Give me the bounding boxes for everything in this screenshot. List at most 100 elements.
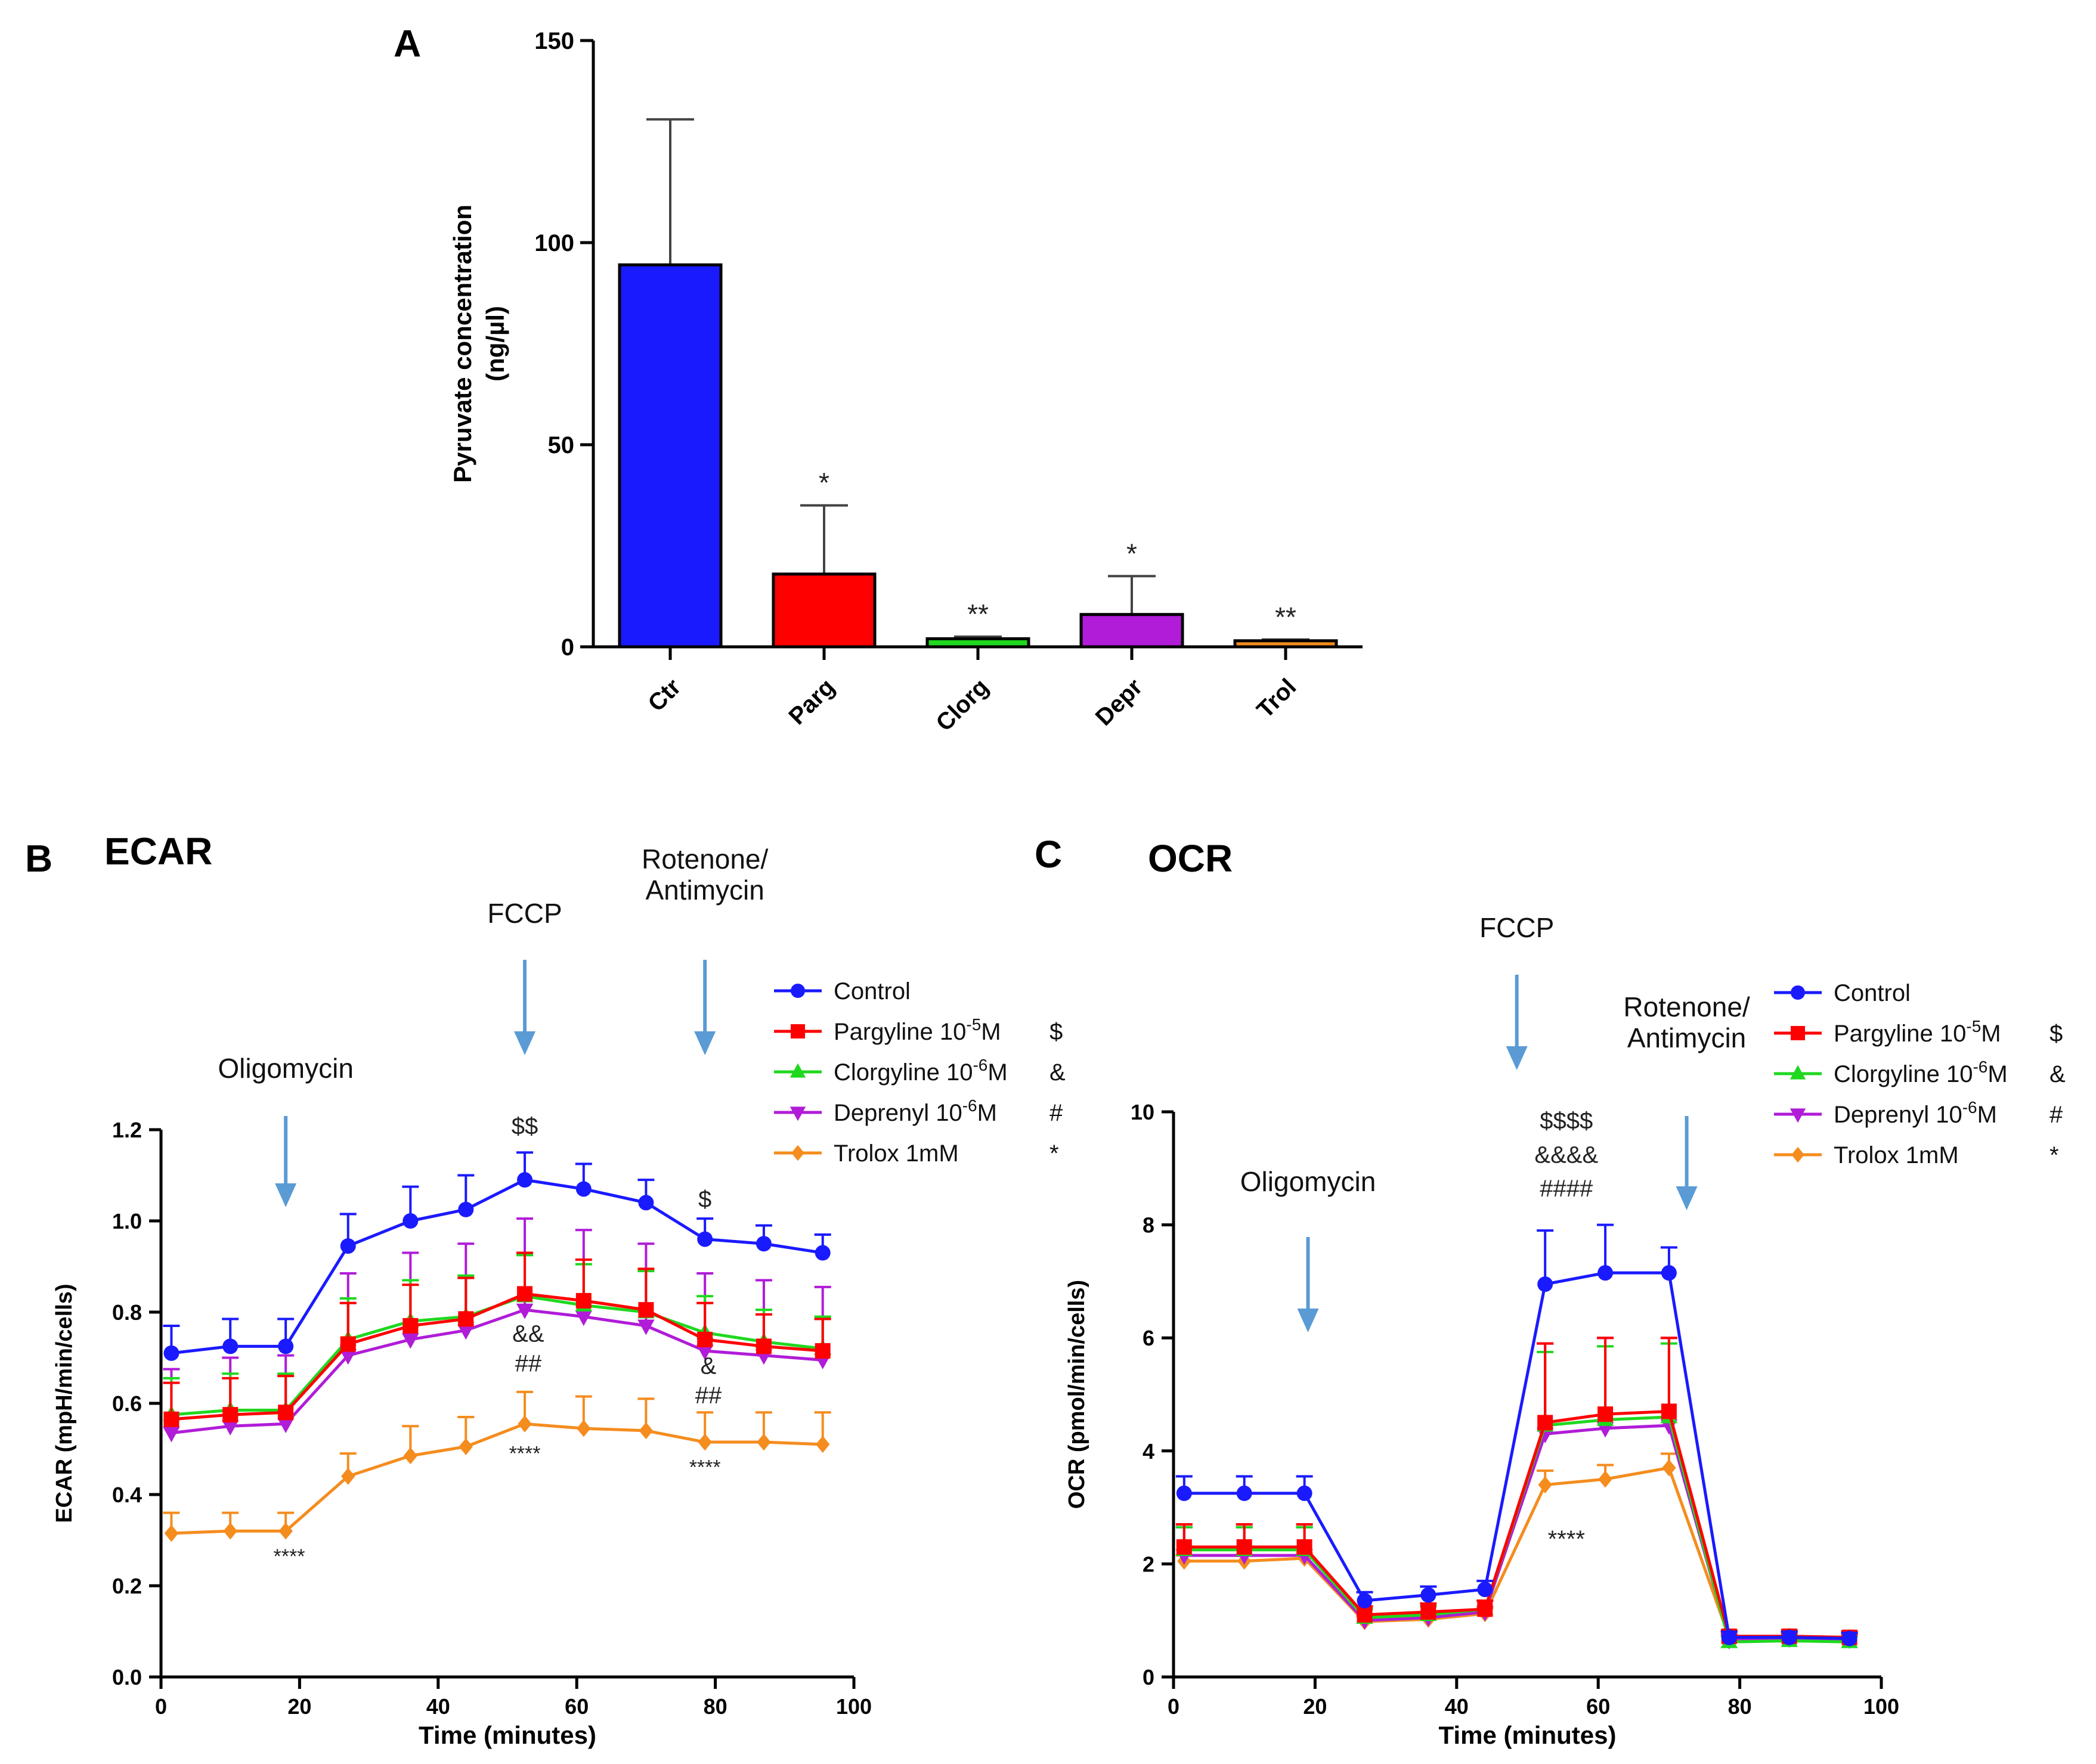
data-point <box>163 1427 180 1443</box>
y-tick-label: 0.6 <box>112 1391 142 1416</box>
bar-depr <box>1079 613 1184 649</box>
data-point <box>1791 985 1805 1000</box>
data-point <box>790 1063 806 1078</box>
x-tick-label: 80 <box>704 1694 727 1719</box>
legend-entry-deprenyl: Deprenyl 10-6M <box>1834 1098 1997 1128</box>
x-tick-label: Parg <box>784 674 840 730</box>
data-point <box>697 1331 713 1347</box>
x-tick-label: 40 <box>1445 1694 1469 1719</box>
data-point <box>575 1310 593 1326</box>
y-axis-label-units: (ng/µl) <box>481 306 509 382</box>
injection-label: FCCP <box>487 898 562 929</box>
x-axis-label: Time (minutes) <box>1439 1721 1617 1749</box>
data-point <box>517 1286 533 1302</box>
data-point <box>458 1201 474 1217</box>
legend-entry-trolox: Trolox 1mM <box>834 1140 959 1167</box>
y-tick-label: 1.2 <box>112 1118 142 1142</box>
injection-arrow-head <box>1297 1309 1319 1332</box>
x-tick-label: 20 <box>1303 1694 1327 1719</box>
data-point <box>340 1336 356 1352</box>
data-point <box>638 1302 654 1318</box>
y-tick-label: 50 <box>548 432 575 458</box>
data-point <box>277 1418 295 1434</box>
injection-arrow-head <box>514 1031 536 1055</box>
y-tick-label: 0.8 <box>112 1300 142 1325</box>
legend-significance: $ <box>1049 1019 1063 1045</box>
injection-arrow-head <box>275 1183 297 1207</box>
x-tick-label: 100 <box>1863 1694 1899 1719</box>
data-point <box>697 1231 713 1247</box>
series-control <box>1175 1223 1858 1647</box>
series-line <box>1184 1271 1850 1641</box>
data-point <box>575 1181 592 1197</box>
significance-label: ** <box>1275 602 1296 633</box>
data-point <box>791 984 805 998</box>
data-point <box>1597 1406 1614 1422</box>
x-axis-label: Time (minutes) <box>419 1721 596 1749</box>
data-point <box>696 1344 714 1360</box>
panel-b-legend: Control Pargyline 10-5M $ Clorgyline 10-6M &… <box>774 978 1066 1167</box>
injection-label: Rotenone/ <box>1623 991 1750 1022</box>
panel-a-label: A <box>394 22 421 65</box>
data-point <box>457 1324 475 1340</box>
data-point <box>1236 1539 1252 1555</box>
data-point <box>516 1303 534 1319</box>
data-point <box>1296 1539 1312 1555</box>
series-line <box>1184 1424 1850 1642</box>
bar-trol <box>1233 639 1338 649</box>
injection-label: Antimycin <box>645 875 764 906</box>
x-tick-label: 60 <box>1586 1694 1610 1719</box>
significance-label: ** <box>967 599 989 630</box>
data-point <box>339 1349 357 1365</box>
x-tick-label: 0 <box>155 1694 167 1719</box>
data-point <box>1791 1146 1804 1163</box>
legend-significance: $ <box>2049 1021 2063 1047</box>
injection-label: FCCP <box>1479 912 1554 943</box>
data-point <box>790 1106 806 1121</box>
data-point <box>403 1317 419 1334</box>
data-point <box>815 1343 831 1359</box>
legend-significance: & <box>2049 1061 2066 1087</box>
data-point <box>223 1522 237 1540</box>
panel-b-title: ECAR <box>104 830 212 873</box>
data-point <box>1357 1593 1373 1609</box>
x-tick-label: 80 <box>1728 1694 1752 1719</box>
x-tick-label: Ctr <box>643 674 686 717</box>
x-tick-label: Depr <box>1091 674 1148 731</box>
data-point <box>1598 1470 1612 1488</box>
data-point <box>1790 1065 1806 1080</box>
y-tick-label: 0 <box>561 634 574 661</box>
data-point <box>791 1145 804 1161</box>
y-tick-label: 150 <box>534 28 574 54</box>
data-point <box>1537 1276 1553 1292</box>
annotation-label: &&&& <box>1534 1142 1598 1168</box>
annotation-label: $$ <box>512 1114 538 1140</box>
legend-significance: & <box>1049 1059 1066 1086</box>
series-trolox <box>163 1390 831 1542</box>
x-tick-label: 60 <box>565 1694 589 1719</box>
data-point <box>1662 1459 1676 1477</box>
panel-b-axes: 0.0 0.2 0.4 0.6 0.8 1.0 1.2 0 20 40 60 80 100 Time (m… <box>52 844 872 1749</box>
data-point <box>1597 1265 1614 1281</box>
x-tick-label: Clorg <box>931 674 993 736</box>
data-point <box>517 1172 533 1188</box>
y-tick-label: 6 <box>1143 1326 1154 1350</box>
x-tick-label: 0 <box>1168 1694 1179 1719</box>
data-point <box>1420 1604 1436 1620</box>
data-point <box>1296 1485 1312 1501</box>
annotation-label: **** <box>1548 1526 1585 1552</box>
series-clorgyline <box>1175 1342 1858 1648</box>
data-point <box>341 1468 355 1485</box>
legend-entry-control: Control <box>1834 980 1911 1006</box>
annotation-label: **** <box>689 1456 721 1479</box>
y-tick-label: 8 <box>1143 1213 1154 1238</box>
y-tick-label: 0 <box>1143 1665 1154 1689</box>
data-point <box>518 1415 532 1433</box>
legend-significance: # <box>1049 1100 1063 1126</box>
bar-clorg <box>925 637 1030 649</box>
data-point <box>1841 1630 1857 1647</box>
annotation-label: & <box>701 1353 717 1379</box>
panel-c-legend: Control Pargyline 10-5M $ Clorgyline 10-6M &… <box>1774 980 2066 1168</box>
legend-entry-trolox: Trolox 1mM <box>1834 1142 1959 1168</box>
